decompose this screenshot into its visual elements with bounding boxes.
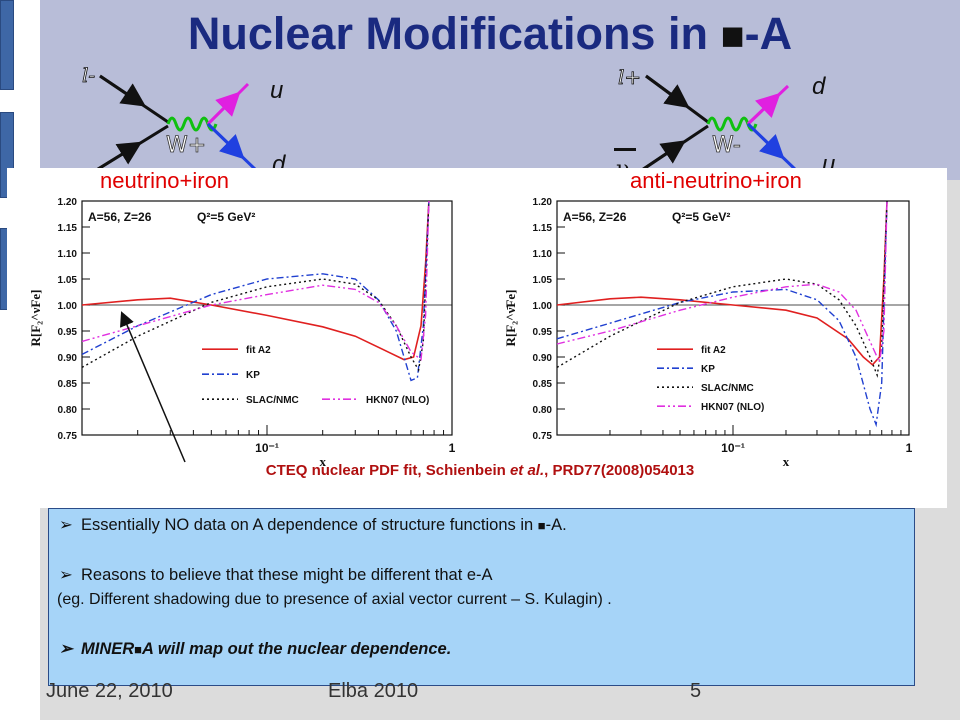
y-tick-label: 1.00: [533, 301, 553, 312]
caption-etal: et al.: [509, 462, 545, 479]
series-line-kp: [556, 200, 888, 428]
x-tick-label: 10⁻¹: [255, 441, 279, 455]
y-tick-label: 1.00: [58, 301, 78, 312]
caption-suffix: , PRD77(2008)054013: [544, 462, 695, 479]
title-band: [40, 0, 960, 180]
left-quark-top-label: u: [270, 77, 283, 104]
y-axis-label: R[F₂^νFe]: [28, 290, 43, 347]
plot-annotation-q2: Q²=5 GeV²: [197, 210, 255, 224]
series-line-hkn07-nlo-: [556, 200, 888, 365]
y-tick-label: 1.10: [533, 249, 553, 260]
y-tick-label: 0.75: [533, 431, 553, 442]
y-tick-label: 0.90: [58, 353, 78, 364]
series-line-slac-nmc: [556, 200, 888, 378]
bullet-3-text-b: A will map out the nuclear dependence.: [142, 640, 452, 658]
right-lepton-label: l+: [618, 65, 641, 89]
left-boson-label: W+: [166, 133, 206, 158]
y-tick-label: 1.15: [58, 223, 78, 234]
footer-date: June 22, 2010: [46, 680, 173, 702]
bullet-3-text-a: MINER: [81, 640, 135, 658]
plot-annotation-nucleus: A=56, Z=26: [563, 210, 627, 224]
caption-prefix: CTEQ nuclear PDF fit, Schienbein: [265, 462, 510, 479]
right-quark-top-label: d: [812, 73, 826, 100]
y-tick-label: 0.80: [58, 405, 78, 416]
figure-caption: CTEQ nuclear PDF fit, Schienbein et al.,…: [0, 462, 960, 479]
y-tick-label: 0.85: [58, 379, 78, 390]
title-prefix: Nuclear Modifications in: [187, 8, 721, 59]
y-tick-label: 1.20: [533, 197, 553, 208]
series-line-fit-a2: [81, 200, 430, 361]
legend-label: HKN07 (NLO): [366, 395, 429, 406]
y-axis-label: R[F₂^ν̄Fe]: [503, 290, 518, 347]
bullet-1-symbol: ■: [537, 518, 546, 533]
y-tick-label: 1.15: [533, 223, 553, 234]
y-tick-label: 0.75: [58, 431, 78, 442]
footer-page: 5: [690, 680, 702, 702]
x-tick-label: 1: [449, 441, 456, 455]
x-axis-label: x: [783, 454, 790, 469]
x-tick-label: 10⁻¹: [721, 441, 745, 455]
y-tick-label: 0.85: [533, 379, 553, 390]
x-axis-label: x: [319, 454, 326, 469]
bullet-1-text-b: -A.: [545, 516, 567, 534]
chart-right: 0.75 0.80 0.85 0.90 0.95 1.00 1.05 1.10 1.15 1.20…: [503, 197, 913, 469]
x-tick-label: 1: [906, 441, 913, 455]
right-boson-label: W-: [712, 133, 741, 158]
legend-label: SLAC/NMC: [246, 395, 299, 406]
plot-annotation-q2: Q²=5 GeV²: [672, 210, 730, 224]
bullet-1: ➢ Essentially NO data on A dependence of …: [59, 515, 567, 535]
feynman-diagram-right: l+ ν W- d u: [614, 65, 835, 182]
y-tick-label: 1.05: [533, 275, 553, 286]
footer-event: Elba 2010: [328, 680, 419, 702]
legend-label: SLAC/NMC: [701, 383, 754, 394]
bullet-1-marker: ➢: [59, 516, 73, 534]
y-tick-label: 1.20: [58, 197, 78, 208]
bullet-1-text-a: Essentially NO data on A dependence of s…: [81, 516, 538, 534]
y-tick-label: 1.10: [58, 249, 78, 260]
side-tab-1: [0, 0, 14, 90]
legend-label: KP: [246, 370, 260, 381]
title-symbol: ■: [720, 14, 745, 58]
y-tick-label: 0.95: [58, 327, 78, 338]
y-tick-label: 0.90: [533, 353, 553, 364]
bullet-2-continuation: (eg. Different shadowing due to presence…: [57, 591, 612, 608]
legend-label: HKN07 (NLO): [701, 402, 764, 413]
left-lepton-label: l-: [82, 63, 95, 87]
panel-label-left: neutrino+iron: [100, 168, 230, 193]
y-tick-label: 0.80: [533, 405, 553, 416]
notes-box: ➢ Essentially NO data on A dependence of …: [48, 508, 915, 686]
bullet-3: ➢ MINER■A will map out the nuclear depend…: [59, 639, 451, 659]
panel-label-right: anti-neutrino+iron: [630, 168, 802, 193]
legend-label: KP: [701, 364, 715, 375]
bullet-3-marker: ➢: [59, 640, 73, 658]
legend-label: fit A2: [246, 345, 271, 356]
bullet-3-symbol: ■: [134, 642, 143, 657]
legend-label: fit A2: [701, 345, 726, 356]
series-line-hkn07-nlo-: [81, 200, 430, 361]
slide-title: Nuclear Modifications in ■-A: [60, 8, 920, 60]
right-antineutrino-bar: [614, 148, 636, 151]
series-line-fit-a2: [556, 200, 888, 366]
y-tick-label: 0.95: [533, 327, 553, 338]
bullet-2-text: Reasons to believe that these might be d…: [81, 566, 493, 584]
chart-left: 0.75 0.80 0.85 0.90 0.95 1.00 1.05 1.10 1.15 1.20…: [28, 197, 456, 469]
bullet-2: ➢ Reasons to believe that these might be …: [59, 565, 493, 585]
y-tick-label: 1.05: [58, 275, 78, 286]
plot-annotation-nucleus: A=56, Z=26: [88, 210, 152, 224]
title-suffix: -A: [744, 8, 793, 59]
plot-panel: 0.75 0.80 0.85 0.90 0.95 1.00 1.05 1.10 1.15 1.20…: [7, 168, 947, 508]
bullet-2-marker: ➢: [59, 566, 73, 584]
